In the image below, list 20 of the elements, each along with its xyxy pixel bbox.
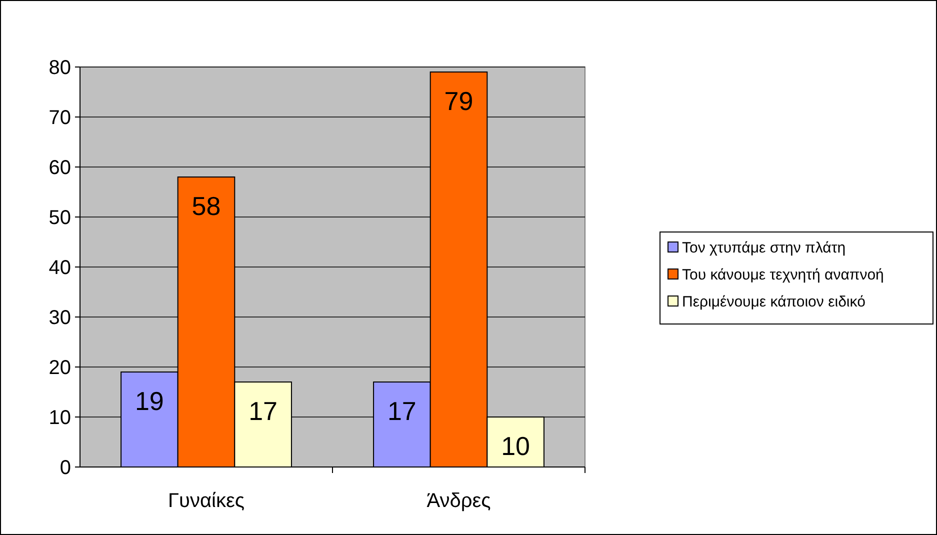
- y-tick-label: 30: [48, 307, 71, 329]
- y-tick-label: 10: [48, 407, 71, 429]
- y-tick-label: 20: [48, 357, 71, 379]
- legend-label: Περιμένουμε κάποιον ειδικό: [682, 293, 866, 310]
- x-tick-label: Άνδρες: [426, 490, 492, 512]
- legend-label: Τον χτυπάμε στην πλάτη: [682, 239, 846, 256]
- y-tick-label: 80: [48, 57, 71, 79]
- data-label: 17: [387, 396, 416, 426]
- y-tick-label: 0: [60, 457, 71, 479]
- y-tick-label: 70: [48, 107, 71, 129]
- data-label: 10: [501, 431, 530, 461]
- data-label: 17: [248, 396, 278, 426]
- data-label: 19: [134, 386, 164, 416]
- x-tick-label: Γυναίκες: [168, 490, 245, 512]
- legend-label: Του κάνουμε τεχνητή αναπνοή: [682, 266, 884, 284]
- data-label: 79: [444, 86, 474, 116]
- y-tick-label: 50: [48, 207, 71, 229]
- data-label: 58: [192, 191, 221, 221]
- y-tick-label: 40: [48, 257, 71, 279]
- y-tick-label: 60: [48, 157, 71, 179]
